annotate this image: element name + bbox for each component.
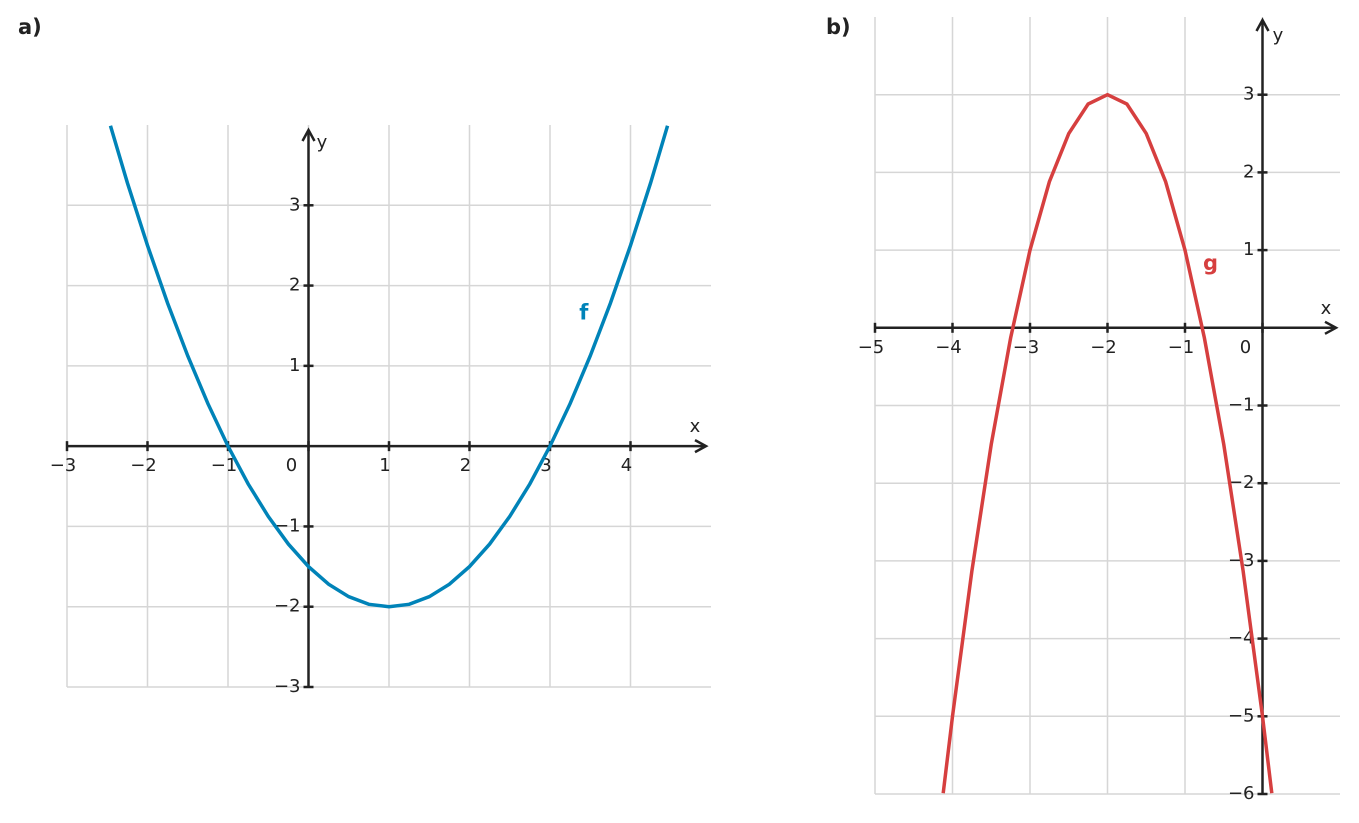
y-tick-label: −3 bbox=[274, 676, 301, 697]
x-tick-label: −4 bbox=[935, 337, 962, 358]
x-tick-label: 0 bbox=[1240, 337, 1251, 358]
y-tick-label: −2 bbox=[274, 596, 301, 617]
series-label: g bbox=[1203, 251, 1218, 275]
x-tick-label: −2 bbox=[130, 455, 157, 476]
y-tick-label: −4 bbox=[1228, 628, 1255, 649]
x-tick-label: −5 bbox=[858, 337, 885, 358]
y-tick-label: 3 bbox=[1243, 84, 1254, 105]
y-arrow bbox=[1255, 17, 1270, 32]
y-tick-label: 2 bbox=[289, 275, 300, 296]
x-arrow bbox=[1324, 320, 1339, 335]
x-tick-label: 0 bbox=[286, 455, 297, 476]
series-label: f bbox=[579, 301, 589, 325]
y-tick-label: −1 bbox=[1228, 395, 1255, 416]
x-tick-label: −1 bbox=[1168, 337, 1195, 358]
x-axis-label: x bbox=[1321, 298, 1332, 319]
x-tick-label: −2 bbox=[1090, 337, 1117, 358]
y-tick-label: 1 bbox=[289, 355, 300, 376]
x-tick-label: 3 bbox=[540, 455, 551, 476]
x-arrow bbox=[694, 439, 709, 454]
x-tick-label: −1 bbox=[211, 455, 238, 476]
panel-label: a) bbox=[18, 15, 42, 39]
y-tick-label: −2 bbox=[1228, 472, 1255, 493]
y-tick-label: −6 bbox=[1228, 783, 1255, 804]
y-axis-label: y bbox=[1273, 25, 1284, 46]
y-tick-label: 2 bbox=[1243, 161, 1254, 182]
y-tick-label: −5 bbox=[1228, 705, 1255, 726]
x-tick-label: 1 bbox=[379, 455, 390, 476]
y-axis-label: y bbox=[317, 132, 328, 153]
curve bbox=[108, 125, 670, 609]
x-tick-label: 4 bbox=[621, 455, 632, 476]
panel-label: b) bbox=[826, 15, 851, 39]
y-tick-label: −1 bbox=[274, 515, 301, 536]
x-axis-label: x bbox=[690, 416, 701, 437]
x-tick-label: 2 bbox=[460, 455, 471, 476]
x-tick-label: −3 bbox=[1013, 337, 1040, 358]
y-tick-label: 1 bbox=[1243, 239, 1254, 260]
y-tick-label: 3 bbox=[289, 194, 300, 215]
y-arrow bbox=[301, 127, 316, 142]
x-tick-label: −3 bbox=[50, 455, 77, 476]
curve bbox=[941, 92, 1274, 794]
